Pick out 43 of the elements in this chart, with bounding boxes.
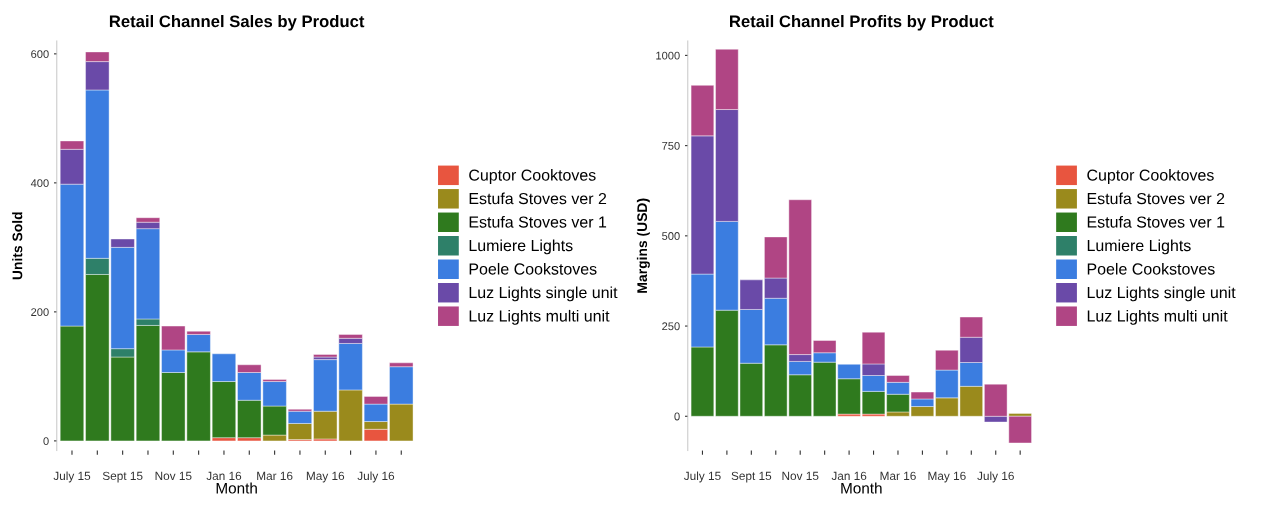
y-tick-label: 750 xyxy=(662,141,680,150)
legend-label: Luz Lights single unit xyxy=(469,286,618,302)
legend-label: Luz Lights multi unit xyxy=(1087,309,1228,325)
x-tick-label: Sept 15 xyxy=(731,471,772,483)
legend-label: Cuptor Cooktoves xyxy=(1087,169,1214,184)
x-tick-label: Mar 16 xyxy=(257,471,293,481)
x-tick-label: July 15 xyxy=(53,471,91,483)
legend-label: Estufa Stoves ver 1 xyxy=(469,215,607,228)
x-tick-label: Sept 15 xyxy=(102,471,143,483)
x-tick-label: Mar 16 xyxy=(880,471,916,481)
x-tick-label: July 15 xyxy=(683,471,721,483)
x-tick-label: Jan 16 xyxy=(831,471,867,481)
x-tick-label: Jan 16 xyxy=(206,471,242,481)
legend-label: Luz Lights multi unit xyxy=(469,309,610,325)
x-axis-title: Month xyxy=(841,482,882,494)
x-axis-title: Month xyxy=(216,482,257,494)
x-tick-label: Nov 15 xyxy=(782,471,819,481)
chart-title: Retail Channel Sales by Product xyxy=(109,14,365,31)
y-tick-label: 0 xyxy=(674,412,680,421)
y-tick-label: 200 xyxy=(31,308,49,317)
legend-label: Estufa Stoves ver 2 xyxy=(1087,192,1225,205)
x-tick-label: May 16 xyxy=(928,471,966,483)
y-tick-label: 250 xyxy=(662,322,680,331)
legend-label: Estufa Stoves ver 2 xyxy=(469,192,607,205)
x-tick-label: July 16 xyxy=(357,471,395,483)
x-tick-label: May 16 xyxy=(306,471,345,483)
y-tick-label: 500 xyxy=(662,232,680,240)
x-tick-label: July 16 xyxy=(977,471,1014,483)
legend-label: Estufa Stoves ver 1 xyxy=(1087,215,1225,228)
legend-label: Lumiere Lights xyxy=(1087,239,1191,255)
y-axis-title: Margins (USD) xyxy=(636,198,650,293)
y-tick-label: 600 xyxy=(31,50,49,58)
chart-title: Retail Channel Profits by Product xyxy=(730,14,994,31)
legend-label: Lumiere Lights xyxy=(469,239,573,255)
y-tick-label: 1000 xyxy=(656,51,680,60)
legend-label: Cuptor Cooktoves xyxy=(469,169,596,184)
legend-label: Poele Cookstoves xyxy=(1087,262,1215,275)
y-axis-title: Units Sold xyxy=(12,212,23,280)
y-tick-label: 400 xyxy=(30,179,49,187)
x-tick-label: Nov 15 xyxy=(155,471,192,481)
y-tick-label: 0 xyxy=(43,437,49,446)
legend-label: Luz Lights single unit xyxy=(1087,286,1236,302)
legend-label: Poele Cookstoves xyxy=(469,262,597,275)
